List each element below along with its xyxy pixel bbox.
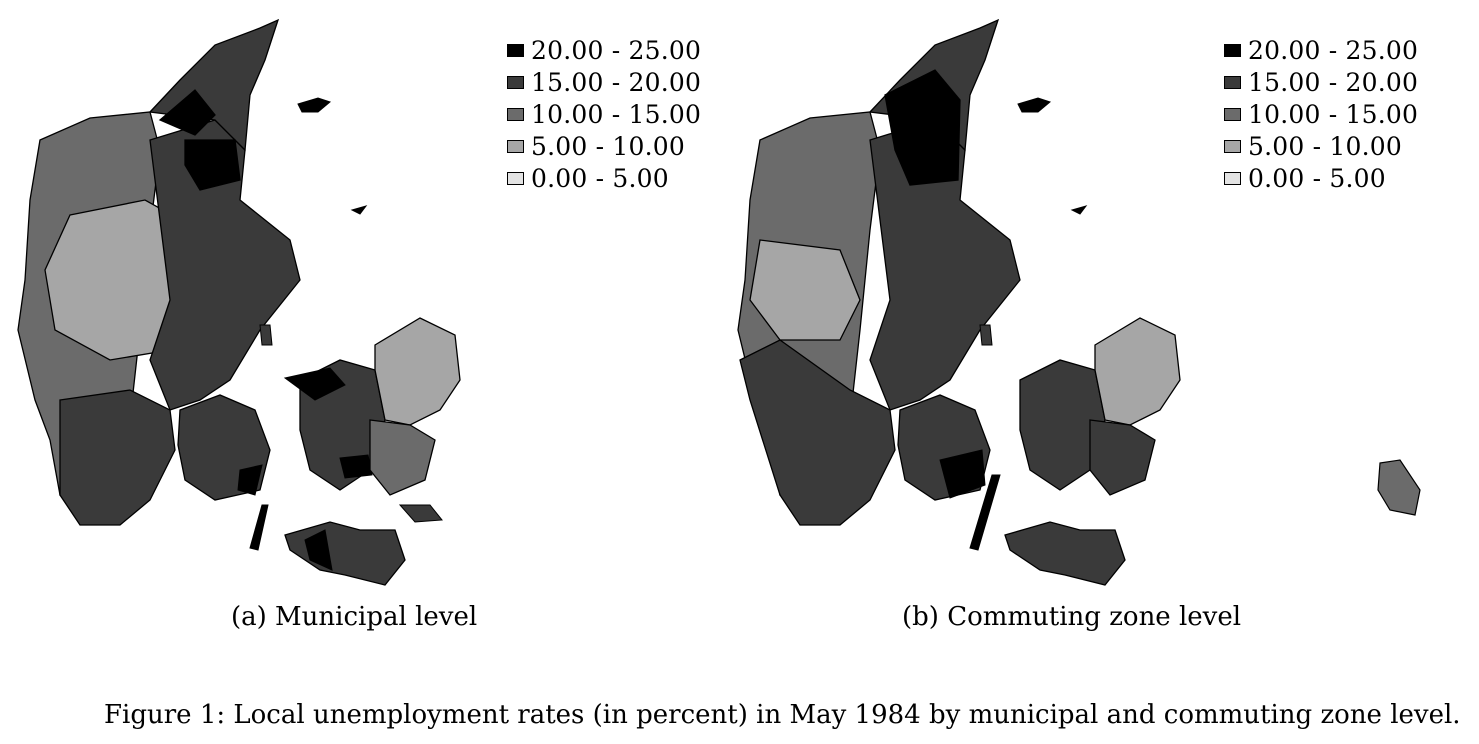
region-anholt [350, 205, 368, 215]
region-jutland-center [749, 239, 861, 341]
legend-label: 0.00 - 5.00 [531, 163, 669, 193]
legend-label: 10.00 - 15.00 [1248, 99, 1419, 129]
legend-item: 10.00 - 15.00 [507, 98, 701, 130]
map-commuting-zone [737, 18, 1181, 586]
panel-caption-commuting-zone: (b) Commuting zone level [902, 602, 1242, 632]
legend-swatch [1224, 43, 1241, 57]
region-jutland-north [148, 18, 280, 152]
region-lolland-dark [304, 529, 333, 571]
legend-municipal: 20.00 - 25.00 15.00 - 20.00 10.00 - 15.0… [507, 34, 701, 194]
legend-swatch [1224, 107, 1241, 121]
region-funen-dark [939, 449, 986, 499]
legend-commuting-zone: 20.00 - 25.00 15.00 - 20.00 10.00 - 15.0… [1224, 34, 1418, 194]
legend-item: 0.00 - 5.00 [1224, 162, 1418, 194]
legend-label: 5.00 - 10.00 [531, 131, 685, 161]
legend-swatch [507, 107, 524, 121]
panel-caption-municipal: (a) Municipal level [231, 602, 478, 632]
legend-swatch [507, 139, 524, 153]
legend-item: 20.00 - 25.00 [507, 34, 701, 66]
region-bornholm [1377, 459, 1421, 516]
legend-swatch [1224, 171, 1241, 185]
legend-label: 20.00 - 25.00 [531, 35, 702, 65]
legend-item: 5.00 - 10.00 [1224, 130, 1418, 162]
region-mon [398, 504, 443, 523]
region-jutland-east [149, 119, 301, 411]
region-laeso [297, 97, 332, 113]
legend-label: 20.00 - 25.00 [1248, 35, 1419, 65]
region-jutland-south [739, 339, 896, 526]
map-municipal [17, 18, 461, 586]
legend-label: 15.00 - 20.00 [531, 67, 702, 97]
region-jutland-north-dark [884, 69, 961, 186]
legend-item: 5.00 - 10.00 [507, 130, 701, 162]
legend-swatch [1224, 139, 1241, 153]
legend-label: 15.00 - 20.00 [1248, 67, 1419, 97]
region-lolland [284, 521, 406, 586]
region-samso [259, 324, 273, 346]
region-funen-dark [237, 464, 263, 496]
legend-swatch [507, 75, 524, 89]
region-anholt [1070, 205, 1088, 215]
region-zealand-dark [283, 367, 373, 479]
legend-label: 5.00 - 10.00 [1248, 131, 1402, 161]
region-zealand-southeast [369, 419, 436, 496]
region-jutland-south [59, 389, 176, 526]
panel-commuting-zone: 20.00 - 25.00 15.00 - 20.00 10.00 - 15.0… [720, 0, 1460, 640]
legend-swatch [507, 43, 524, 57]
figure-caption: Figure 1: Local unemployment rates (in p… [104, 700, 1461, 730]
region-zealand-east [1094, 317, 1181, 426]
panel-municipal: 20.00 - 25.00 15.00 - 20.00 10.00 - 15.0… [0, 0, 740, 640]
legend-label: 10.00 - 15.00 [531, 99, 702, 129]
region-lolland [1004, 521, 1126, 586]
region-samso [979, 324, 993, 346]
legend-item: 15.00 - 20.00 [1224, 66, 1418, 98]
region-laeso [1017, 97, 1052, 113]
region-zealand-east [374, 317, 461, 426]
legend-item: 15.00 - 20.00 [507, 66, 701, 98]
inset-bornholm [1377, 459, 1421, 516]
legend-item: 10.00 - 15.00 [1224, 98, 1418, 130]
region-langeland [969, 474, 1001, 551]
region-jutland-north-dark [158, 89, 241, 191]
region-jutland-east [869, 119, 1021, 411]
legend-item: 0.00 - 5.00 [507, 162, 701, 194]
region-langeland [249, 504, 269, 551]
legend-swatch [1224, 75, 1241, 89]
legend-item: 20.00 - 25.00 [1224, 34, 1418, 66]
legend-label: 0.00 - 5.00 [1248, 163, 1386, 193]
region-zealand-southeast [1089, 419, 1156, 496]
legend-swatch [507, 171, 524, 185]
